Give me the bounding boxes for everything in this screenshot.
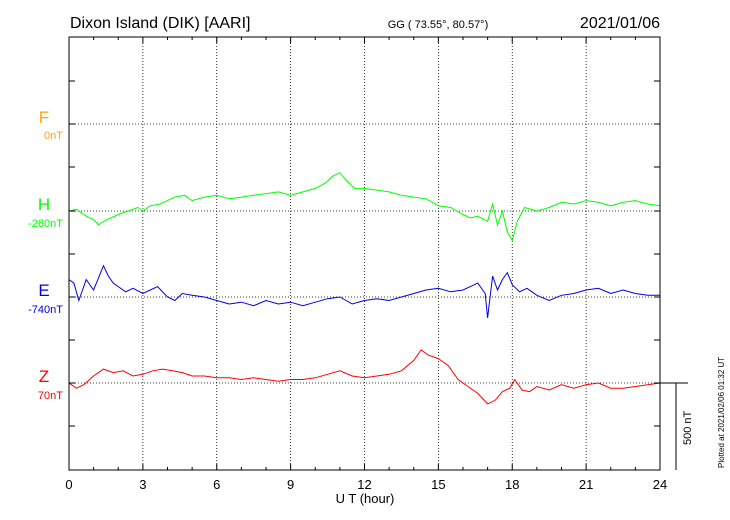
- x-tick-label: 0: [65, 477, 72, 492]
- x-tick-label: 18: [505, 477, 519, 492]
- x-tick-label: 9: [287, 477, 294, 492]
- series-baseline-e: -740nT: [28, 304, 63, 316]
- x-tick-label: 21: [579, 477, 593, 492]
- x-tick-label: 12: [357, 477, 371, 492]
- x-axis-label: U T (hour): [336, 491, 395, 506]
- series-baseline-f: 0nT: [44, 130, 63, 142]
- series-baseline-z: 70nT: [38, 390, 63, 402]
- x-tick-label: 3: [139, 477, 146, 492]
- series-name-e: E: [38, 281, 49, 300]
- plot-date: 2021/01/06: [580, 15, 660, 32]
- series-labels: F 0nT H -260nT E -740nT Z 70nT: [28, 108, 63, 402]
- station-title: Dixon Island (DIK) [AARI]: [70, 15, 251, 32]
- series-line-e: [68, 264, 660, 318]
- plot-frame: [68, 36, 661, 471]
- plotted-timestamp: Plotted at 2021/02/06 01:32 UT: [717, 357, 726, 468]
- scale-bar-label: 500 nT: [682, 410, 694, 445]
- x-tick-label: 24: [653, 477, 667, 492]
- x-tick-label: 15: [431, 477, 445, 492]
- series-name-f: F: [39, 108, 49, 127]
- series-name-z: Z: [39, 367, 49, 386]
- data-series: [68, 172, 661, 405]
- x-tick-label: 6: [213, 477, 220, 492]
- grid-lines: [69, 37, 660, 470]
- series-line-h: [68, 172, 661, 242]
- series-baseline-h: -260nT: [28, 218, 63, 230]
- series-name-h: H: [38, 195, 50, 214]
- x-axis-ticks: 0 3 6 9 12 15 18 21 24: [65, 37, 667, 492]
- series-line-z: [68, 349, 661, 405]
- station-coordinates: GG ( 73.55°, 80.57°): [388, 19, 489, 31]
